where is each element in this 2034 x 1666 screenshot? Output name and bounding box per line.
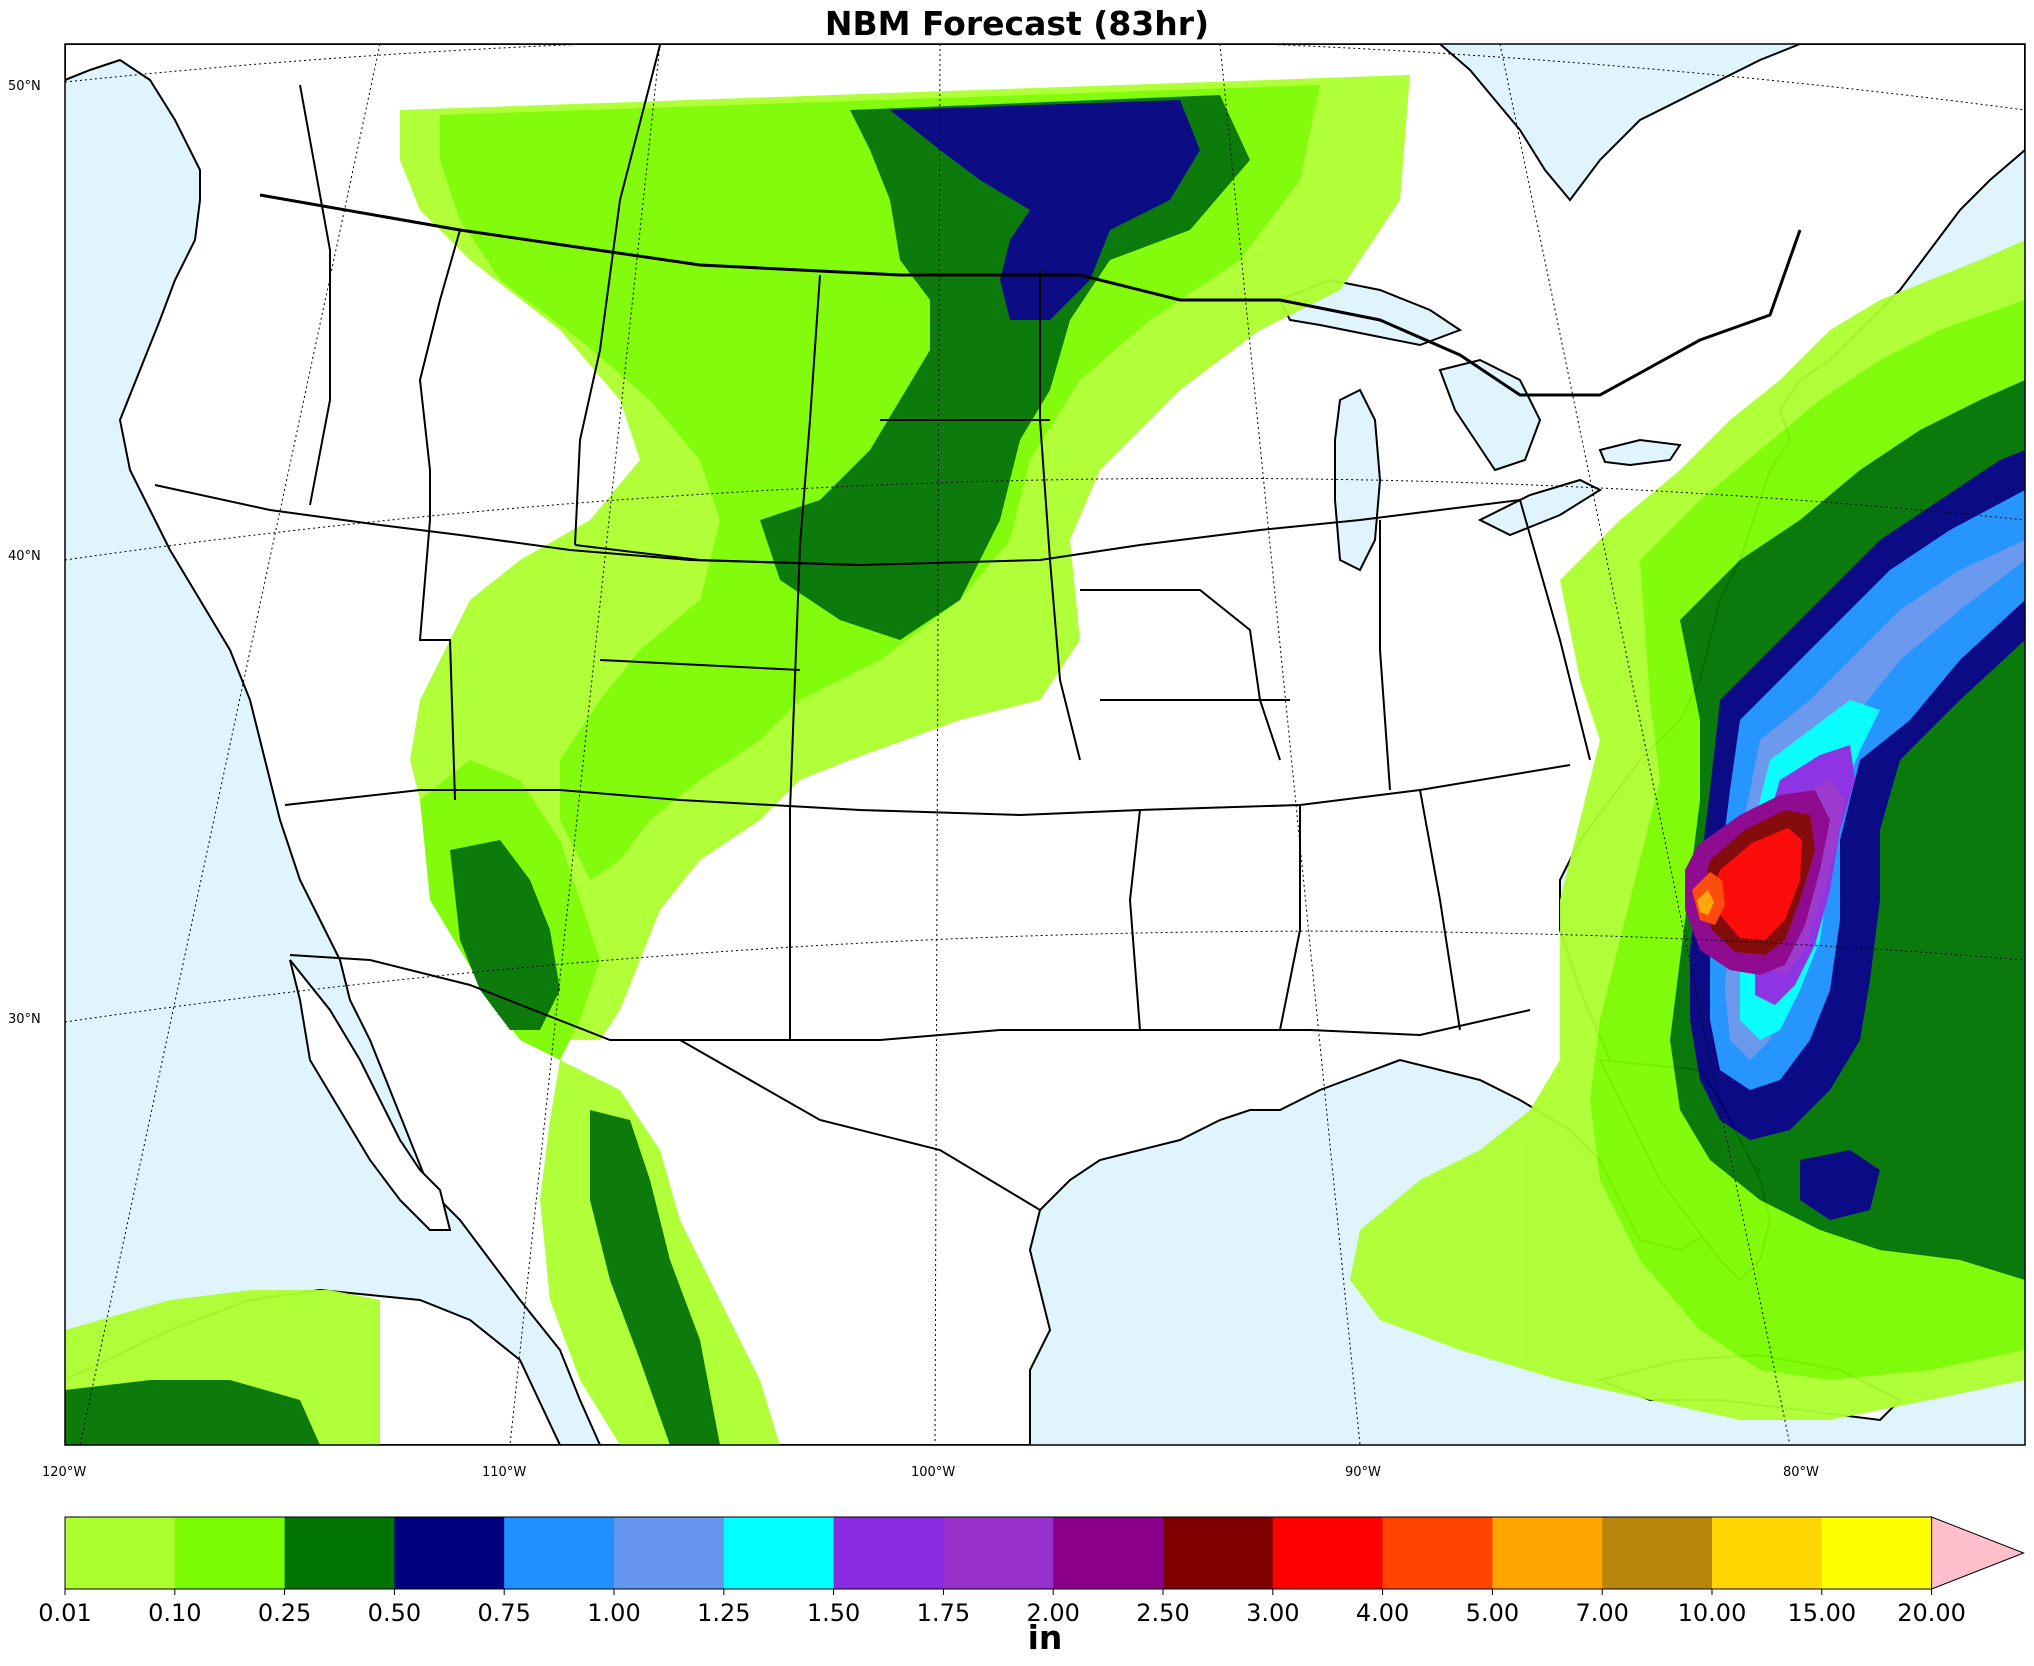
colorbar-tick-label: 3.00	[1246, 1599, 1299, 1627]
lon-label-80: 80°W	[1783, 1465, 1819, 1480]
colorbar-tick-label: 4.00	[1356, 1599, 1409, 1627]
colorbar-tick-label: 1.25	[697, 1599, 750, 1627]
map-frame	[64, 43, 2026, 1446]
colorbar-segment	[1602, 1517, 1713, 1589]
colorbar-tick-label: 0.10	[148, 1599, 201, 1627]
colorbar-tick-label: 0.01	[38, 1599, 91, 1627]
precip-north-dakota-core	[890, 100, 1200, 320]
colorbar-segment	[394, 1517, 505, 1589]
precip-bahamas-core	[1800, 1150, 1880, 1220]
lake-ontario	[1598, 438, 1682, 467]
colorbar-segment	[1492, 1517, 1603, 1589]
colorbar-frame	[64, 1516, 1932, 1590]
lat-label-40: 40°N	[8, 549, 41, 564]
land-baja	[289, 959, 452, 1231]
colorbar-tick-label: 2.00	[1026, 1599, 1079, 1627]
colorbar-segment	[284, 1517, 395, 1589]
colorbar-segment	[1821, 1517, 1933, 1589]
colorbar-segment	[504, 1517, 615, 1589]
lon-label-110: 110°W	[482, 1465, 526, 1480]
colorbar-extend-arrow	[1931, 1516, 2025, 1590]
colorbar-segment	[1053, 1517, 1164, 1589]
colorbar-segment	[174, 1517, 286, 1589]
map-panel	[65, 44, 2025, 1445]
canada-us-border	[259, 193, 1802, 397]
colorbar-segment	[1382, 1517, 1493, 1589]
precip-east-red	[1712, 828, 1802, 940]
colorbar-segment	[65, 1517, 176, 1589]
colorbar-tick-label: 1.75	[917, 1599, 970, 1627]
colorbar-segment	[614, 1517, 725, 1589]
precip-atlantic-heavy	[1890, 740, 2025, 1040]
precip-north-heavy	[760, 95, 1250, 640]
colorbar-segment	[943, 1517, 1054, 1589]
colorbar-segment	[1712, 1517, 1823, 1589]
precip-mexico-heavy	[590, 1110, 720, 1445]
lon-label-90: 90°W	[1345, 1465, 1381, 1480]
colorbar-segment	[833, 1517, 944, 1589]
lake-erie	[1477, 478, 1603, 537]
precip-gulf-california-heavy	[65, 1380, 320, 1445]
colorbar-tick-label: 0.50	[368, 1599, 421, 1627]
lon-label-120: 120°W	[42, 1465, 86, 1480]
colorbar-tick-label: 7.00	[1575, 1599, 1628, 1627]
colorbar: 0.01 0.10 0.25 0.50 0.75 1.00 1.25 1.50 1.75 2.00…	[38, 1516, 2025, 1627]
colorbar-tick-label: 0.75	[477, 1599, 530, 1627]
colorbar-tick-label: 1.50	[807, 1599, 860, 1627]
colorbar-units: in	[1027, 1618, 1063, 1657]
lat-label-50: 50°N	[8, 79, 41, 94]
colorbar-segment	[723, 1517, 835, 1589]
lon-label-100: 100°W	[911, 1465, 955, 1480]
precip-southwest-heavy	[450, 840, 560, 1030]
map-title: NBM Forecast (83hr)	[824, 4, 1210, 43]
colorbar-tick-label: 20.00	[1897, 1599, 1966, 1627]
colorbar-tick-label: 10.00	[1678, 1599, 1747, 1627]
colorbar-tick-label: 0.25	[258, 1599, 311, 1627]
colorbar-tick-label: 2.50	[1136, 1599, 1189, 1627]
graticule	[65, 44, 2025, 1445]
colorbar-tick-label: 1.00	[587, 1599, 640, 1627]
colorbar-segment	[1163, 1517, 1274, 1589]
precip-east-orange	[1697, 890, 1714, 915]
precip-fields	[65, 75, 2025, 1445]
lake-huron	[1438, 358, 1542, 472]
colorbar-tick-label: 5.00	[1466, 1599, 1519, 1627]
colorbar-tick-label: 15.00	[1787, 1599, 1856, 1627]
lat-label-30: 30°N	[8, 1012, 41, 1027]
colorbar-segment	[1272, 1517, 1384, 1589]
